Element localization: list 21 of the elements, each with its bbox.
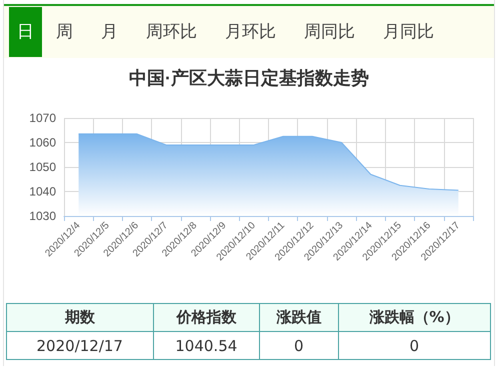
chart-title: 中国·产区大蒜日定基指数走势	[129, 68, 369, 88]
y-tick-label: 1060	[29, 136, 56, 150]
text: 月环比	[224, 21, 277, 44]
text: 0	[260, 332, 338, 360]
text: 周同比	[303, 21, 356, 44]
text: 1040.54	[153, 332, 260, 360]
y-tick-label: 1050	[29, 160, 56, 174]
text: 周环比	[145, 21, 198, 44]
text: 0	[338, 332, 490, 360]
text: 月同比	[382, 21, 435, 44]
text: 涨跌值	[260, 304, 338, 332]
y-tick-label: 1070	[29, 111, 56, 125]
text: 月	[100, 21, 119, 44]
y-tick-label: 1040	[29, 184, 56, 198]
text: 期数	[6, 304, 154, 332]
text: 周	[55, 21, 74, 44]
text: 2020/12/17	[6, 332, 154, 360]
text: 涨跌幅（%）	[338, 304, 490, 332]
text: 价格指数	[153, 304, 260, 332]
text: 日	[9, 7, 42, 57]
y-tick-label: 1030	[29, 209, 56, 223]
